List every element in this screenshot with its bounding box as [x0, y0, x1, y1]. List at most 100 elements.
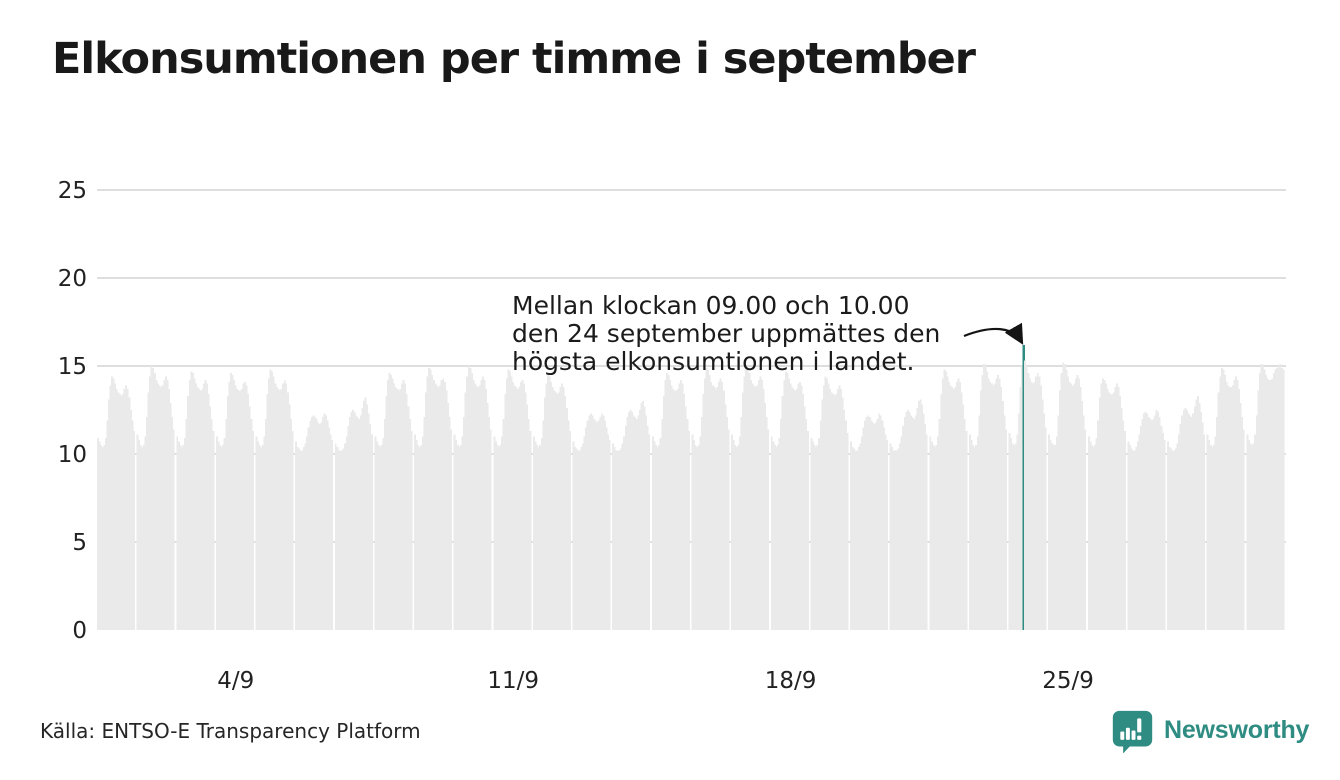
bar	[437, 387, 440, 630]
bar	[992, 385, 995, 630]
bar	[1116, 383, 1118, 630]
bar	[263, 436, 266, 630]
bar	[248, 406, 251, 630]
bar	[929, 436, 932, 630]
bar	[352, 410, 354, 630]
bar	[261, 445, 264, 630]
bar	[994, 383, 996, 630]
bar	[924, 424, 927, 630]
bar	[383, 418, 386, 630]
bar	[548, 376, 551, 630]
bar	[1193, 406, 1196, 630]
bar	[694, 445, 697, 630]
bar	[1227, 385, 1230, 630]
y-tick-label: 15	[58, 354, 87, 380]
bar	[518, 387, 521, 630]
bar	[1234, 376, 1237, 630]
bar	[1258, 373, 1261, 630]
bar	[282, 383, 285, 630]
bar	[1200, 411, 1202, 630]
bar	[569, 431, 571, 630]
bar	[204, 380, 207, 630]
y-tick-label: 5	[72, 530, 87, 556]
bar	[344, 443, 347, 630]
bar	[474, 383, 477, 630]
bar	[735, 446, 738, 630]
bar	[789, 383, 792, 630]
bar	[1048, 434, 1051, 630]
bar	[742, 392, 745, 630]
bar	[171, 417, 174, 630]
bar	[1111, 394, 1114, 630]
bar	[637, 415, 640, 630]
bar	[266, 394, 269, 630]
bar	[784, 371, 787, 630]
bar	[620, 448, 622, 630]
bar	[891, 446, 894, 630]
bar	[1238, 388, 1241, 630]
bar	[342, 448, 345, 630]
bar	[1027, 373, 1030, 630]
bar	[962, 404, 965, 630]
bar	[585, 427, 588, 630]
bar	[856, 450, 859, 630]
bar	[1222, 369, 1225, 630]
bar	[575, 448, 578, 630]
bar	[738, 436, 741, 630]
bar	[539, 445, 542, 630]
bar	[274, 383, 277, 630]
bar	[295, 441, 298, 630]
bar	[201, 388, 204, 630]
bar	[753, 385, 756, 630]
bar	[648, 434, 651, 630]
bar	[1266, 378, 1269, 630]
bar	[1233, 380, 1236, 630]
bar	[1127, 441, 1130, 630]
bar	[1149, 418, 1152, 630]
bar	[505, 378, 508, 630]
bar	[296, 446, 299, 630]
bar	[379, 446, 382, 630]
bar	[862, 427, 865, 630]
bar	[286, 392, 289, 630]
bar	[1198, 402, 1201, 630]
bar	[1094, 445, 1097, 630]
bar	[310, 417, 313, 630]
bar	[702, 394, 705, 630]
bar	[997, 374, 1000, 630]
bar	[749, 380, 752, 630]
bar	[222, 445, 225, 630]
annotation-text: Mellan klockan 09.00 och 10.00 den 24 se…	[512, 292, 1032, 376]
bar	[1036, 373, 1039, 630]
bar	[128, 397, 131, 630]
bar	[1109, 394, 1112, 630]
bar	[775, 446, 778, 630]
bar	[930, 441, 933, 630]
bar	[1141, 418, 1144, 630]
bar	[118, 394, 121, 630]
bar	[589, 413, 592, 630]
bar	[408, 418, 411, 630]
bar	[952, 388, 955, 630]
bar	[757, 380, 760, 630]
bar	[645, 415, 648, 630]
bar	[583, 436, 586, 630]
bar	[734, 445, 737, 630]
bar	[1070, 383, 1073, 630]
bar	[968, 434, 971, 630]
bar	[442, 378, 445, 630]
bar	[1056, 436, 1058, 630]
bar	[957, 378, 960, 630]
bar	[112, 378, 115, 630]
bar	[675, 390, 678, 630]
bar	[973, 446, 976, 630]
bar	[466, 376, 469, 630]
bars	[97, 344, 1285, 630]
bar	[1242, 429, 1245, 630]
bar	[1217, 392, 1220, 630]
bar	[743, 376, 746, 630]
bar	[1274, 369, 1277, 630]
bar	[607, 434, 610, 630]
bar	[1213, 445, 1215, 630]
bar	[228, 381, 231, 630]
